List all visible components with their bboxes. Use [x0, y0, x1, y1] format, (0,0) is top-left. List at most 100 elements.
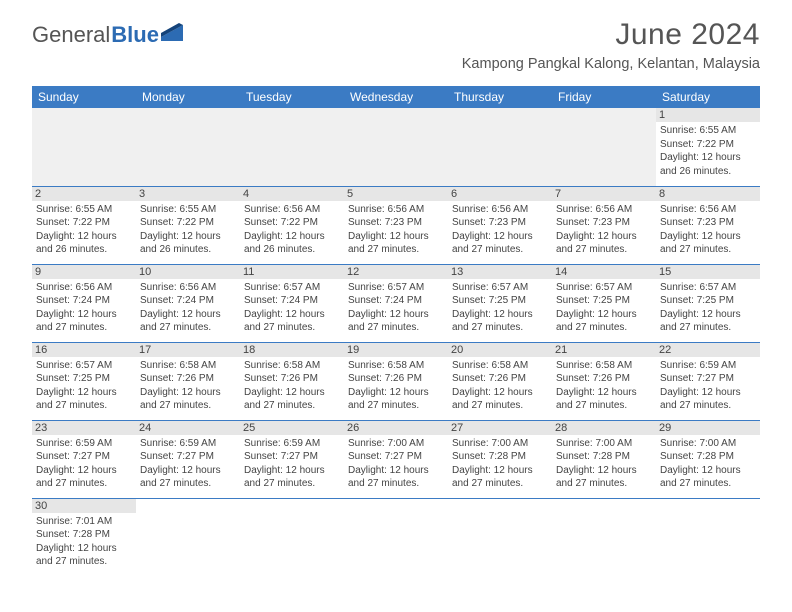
- day-info: Sunrise: 6:56 AMSunset: 7:23 PMDaylight:…: [348, 203, 444, 257]
- weekday-header: Sunday: [32, 86, 136, 108]
- calendar-cell: 14Sunrise: 6:57 AMSunset: 7:25 PMDayligh…: [552, 264, 656, 342]
- calendar-cell: [552, 498, 656, 576]
- day-info: Sunrise: 6:56 AMSunset: 7:23 PMDaylight:…: [452, 203, 548, 257]
- day-number: 7: [552, 187, 656, 201]
- logo-text-general: General: [32, 22, 110, 48]
- day-number: 30: [32, 499, 136, 513]
- day-info: Sunrise: 6:59 AMSunset: 7:27 PMDaylight:…: [660, 359, 756, 413]
- day-info: Sunrise: 7:01 AMSunset: 7:28 PMDaylight:…: [36, 515, 132, 569]
- calendar-cell: [344, 498, 448, 576]
- calendar-cell: 3Sunrise: 6:55 AMSunset: 7:22 PMDaylight…: [136, 186, 240, 264]
- day-info: Sunrise: 6:57 AMSunset: 7:25 PMDaylight:…: [36, 359, 132, 413]
- day-number: 10: [136, 265, 240, 279]
- day-info: Sunrise: 6:57 AMSunset: 7:25 PMDaylight:…: [660, 281, 756, 335]
- calendar-cell: 27Sunrise: 7:00 AMSunset: 7:28 PMDayligh…: [448, 420, 552, 498]
- calendar-cell: 13Sunrise: 6:57 AMSunset: 7:25 PMDayligh…: [448, 264, 552, 342]
- calendar-cell: 23 Sunrise: 6:59 AMSunset: 7:27 PMDayligh…: [32, 420, 136, 498]
- calendar-cell: 16Sunrise: 6:57 AMSunset: 7:25 PMDayligh…: [32, 342, 136, 420]
- day-number: 28: [552, 421, 656, 435]
- day-info: Sunrise: 6:55 AMSunset: 7:22 PMDaylight:…: [36, 203, 132, 257]
- title-area: June 2024 Kampong Pangkal Kalong, Kelant…: [462, 18, 760, 72]
- logo-text-blue: Blue: [111, 22, 159, 48]
- weekday-header-row: SundayMondayTuesdayWednesdayThursdayFrid…: [32, 86, 760, 108]
- day-number: 13: [448, 265, 552, 279]
- calendar-row: 2 Sunrise: 6:55 AMSunset: 7:22 PMDaylight…: [32, 186, 760, 264]
- calendar-cell: 10 Sunrise: 6:56 AMSunset: 7:24 PMDayligh…: [136, 264, 240, 342]
- day-info: Sunrise: 6:56 AMSunset: 7:22 PMDaylight:…: [244, 203, 340, 257]
- weekday-header: Monday: [136, 86, 240, 108]
- day-info: Sunrise: 6:56 AMSunset: 7:23 PMDaylight:…: [660, 203, 756, 257]
- day-number: 3: [136, 187, 240, 201]
- location-text: Kampong Pangkal Kalong, Kelantan, Malays…: [462, 56, 760, 72]
- day-info: Sunrise: 6:58 AMSunset: 7:26 PMDaylight:…: [348, 359, 444, 413]
- calendar-cell: 18Sunrise: 6:58 AMSunset: 7:26 PMDayligh…: [240, 342, 344, 420]
- calendar-cell: [552, 108, 656, 186]
- day-info: Sunrise: 6:58 AMSunset: 7:26 PMDaylight:…: [556, 359, 652, 413]
- weekday-header: Thursday: [448, 86, 552, 108]
- calendar-cell: [136, 498, 240, 576]
- day-info: Sunrise: 6:55 AMSunset: 7:22 PMDaylight:…: [660, 124, 756, 178]
- day-number: 12: [344, 265, 448, 279]
- weekday-header: Wednesday: [344, 86, 448, 108]
- calendar-cell: [240, 498, 344, 576]
- month-title: June 2024: [462, 18, 760, 52]
- day-number: 8: [656, 187, 760, 201]
- calendar-cell: [448, 108, 552, 186]
- calendar-cell: 12Sunrise: 6:57 AMSunset: 7:24 PMDayligh…: [344, 264, 448, 342]
- calendar-cell: 4Sunrise: 6:56 AMSunset: 7:22 PMDaylight…: [240, 186, 344, 264]
- calendar-cell: 6 Sunrise: 6:56 AMSunset: 7:23 PMDaylight…: [448, 186, 552, 264]
- calendar-table: SundayMondayTuesdayWednesdayThursdayFrid…: [32, 86, 760, 576]
- calendar-cell: 2 Sunrise: 6:55 AMSunset: 7:22 PMDaylight…: [32, 186, 136, 264]
- calendar-cell: 8 Sunrise: 6:56 AMSunset: 7:23 PMDaylight…: [656, 186, 760, 264]
- calendar-cell: 26Sunrise: 7:00 AMSunset: 7:27 PMDayligh…: [344, 420, 448, 498]
- day-info: Sunrise: 6:56 AMSunset: 7:24 PMDaylight:…: [36, 281, 132, 335]
- day-info: Sunrise: 6:59 AMSunset: 7:27 PMDaylight:…: [36, 437, 132, 491]
- day-number: 5: [344, 187, 448, 201]
- calendar-cell: 9 Sunrise: 6:56 AMSunset: 7:24 PMDaylight…: [32, 264, 136, 342]
- day-number: 2: [32, 187, 136, 201]
- calendar-cell: 20Sunrise: 6:58 AMSunset: 7:26 PMDayligh…: [448, 342, 552, 420]
- calendar-cell: 15Sunrise: 6:57 AMSunset: 7:25 PMDayligh…: [656, 264, 760, 342]
- calendar-cell: [32, 108, 136, 186]
- calendar-cell: [344, 108, 448, 186]
- day-info: Sunrise: 6:57 AMSunset: 7:24 PMDaylight:…: [244, 281, 340, 335]
- day-info: Sunrise: 7:00 AMSunset: 7:28 PMDaylight:…: [660, 437, 756, 491]
- calendar-cell: 25 Sunrise: 6:59 AMSunset: 7:27 PMDayligh…: [240, 420, 344, 498]
- day-info: Sunrise: 6:56 AMSunset: 7:24 PMDaylight:…: [140, 281, 236, 335]
- day-info: Sunrise: 6:58 AMSunset: 7:26 PMDaylight:…: [244, 359, 340, 413]
- calendar-row: 9 Sunrise: 6:56 AMSunset: 7:24 PMDaylight…: [32, 264, 760, 342]
- calendar-cell: [656, 498, 760, 576]
- calendar-cell: [136, 108, 240, 186]
- calendar-cell: 7 Sunrise: 6:56 AMSunset: 7:23 PMDaylight…: [552, 186, 656, 264]
- weekday-header: Saturday: [656, 86, 760, 108]
- day-number: 29: [656, 421, 760, 435]
- day-number: 26: [344, 421, 448, 435]
- day-number: 9: [32, 265, 136, 279]
- header: General Blue June 2024 Kampong Pangkal K…: [0, 0, 792, 78]
- calendar-cell: [448, 498, 552, 576]
- calendar-cell: 30 Sunrise: 7:01 AMSunset: 7:28 PMDayligh…: [32, 498, 136, 576]
- calendar-cell: 11 Sunrise: 6:57 AMSunset: 7:24 PMDayligh…: [240, 264, 344, 342]
- calendar-cell: 5 Sunrise: 6:56 AMSunset: 7:23 PMDaylight…: [344, 186, 448, 264]
- day-number: 24: [136, 421, 240, 435]
- day-number: 22: [656, 343, 760, 357]
- calendar-cell: 29 Sunrise: 7:00 AMSunset: 7:28 PMDayligh…: [656, 420, 760, 498]
- day-number: 25: [240, 421, 344, 435]
- calendar-row: 30 Sunrise: 7:01 AMSunset: 7:28 PMDayligh…: [32, 498, 760, 576]
- calendar-cell: 22 Sunrise: 6:59 AMSunset: 7:27 PMDayligh…: [656, 342, 760, 420]
- day-number: 20: [448, 343, 552, 357]
- day-info: Sunrise: 6:59 AMSunset: 7:27 PMDaylight:…: [244, 437, 340, 491]
- day-number: 19: [344, 343, 448, 357]
- day-number: 17: [136, 343, 240, 357]
- logo: General Blue: [32, 22, 183, 48]
- calendar-cell: 28Sunrise: 7:00 AMSunset: 7:28 PMDayligh…: [552, 420, 656, 498]
- day-number: 21: [552, 343, 656, 357]
- day-number: 1: [656, 108, 760, 122]
- day-number: 23: [32, 421, 136, 435]
- day-info: Sunrise: 6:58 AMSunset: 7:26 PMDaylight:…: [140, 359, 236, 413]
- calendar-cell: [240, 108, 344, 186]
- day-number: 11: [240, 265, 344, 279]
- calendar-row: 1 Sunrise: 6:55 AMSunset: 7:22 PMDaylight…: [32, 108, 760, 186]
- day-number: 6: [448, 187, 552, 201]
- day-info: Sunrise: 6:56 AMSunset: 7:23 PMDaylight:…: [556, 203, 652, 257]
